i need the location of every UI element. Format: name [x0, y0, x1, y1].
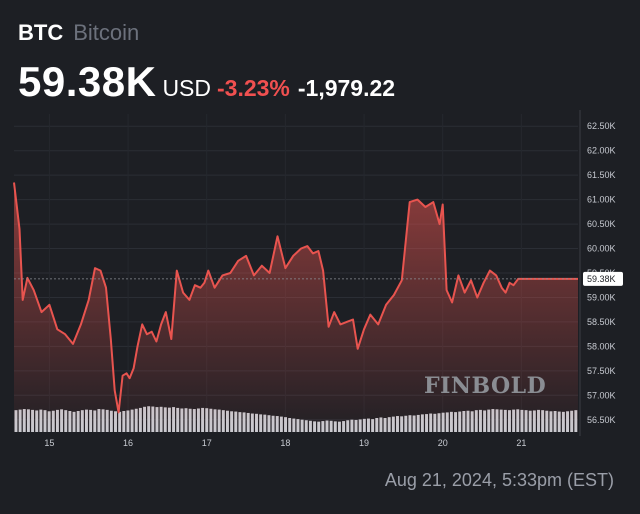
price-chart: 56.50K57.00K57.50K58.00K58.50K59.00K59.5… — [13, 110, 623, 448]
y-tick-label: 58.50K — [587, 317, 616, 327]
change-percent: -3.23% — [217, 75, 290, 101]
x-tick-label: 18 — [280, 438, 290, 448]
asset-title: BTC Bitcoin — [18, 20, 139, 46]
x-tick-label: 19 — [359, 438, 369, 448]
y-tick-label: 56.50K — [587, 415, 616, 425]
x-axis-ticks: 15 16 17 18 19 20 21 — [44, 438, 526, 448]
finbold-watermark: FINBOLD — [424, 373, 547, 399]
y-tick-label: 58.00K — [587, 341, 616, 351]
current-price: 59.38K — [18, 58, 157, 105]
current-price-tag-label: 59.38K — [587, 274, 616, 284]
y-tick-label: 61.00K — [587, 195, 616, 205]
ticker-symbol: BTC — [18, 20, 64, 45]
y-tick-label: 62.00K — [587, 146, 616, 156]
x-tick-label: 17 — [202, 438, 212, 448]
current-price-tag: 59.38K — [583, 271, 623, 286]
price-series-line — [13, 182, 578, 414]
y-tick-label: 62.50K — [587, 121, 616, 131]
y-tick-label: 57.50K — [587, 366, 616, 376]
asset-name: Bitcoin — [73, 20, 140, 45]
x-tick-label: 21 — [516, 438, 526, 448]
x-tick-label: 15 — [44, 438, 54, 448]
x-tick-label: 16 — [123, 438, 133, 448]
y-tick-label: 59.00K — [587, 292, 616, 302]
y-tick-label: 60.00K — [587, 244, 616, 254]
price-row: 59.38K USD -3.23% -1,979.22 — [18, 58, 395, 106]
y-tick-label: 60.50K — [587, 219, 616, 229]
currency-label: USD — [162, 75, 211, 101]
current-price-tag-bg — [583, 271, 623, 286]
x-tick-label: 20 — [438, 438, 448, 448]
timestamp: Aug 21, 2024, 5:33pm (EST) — [384, 470, 614, 490]
y-axis-ticks: 56.50K57.00K57.50K58.00K58.50K59.00K59.5… — [587, 121, 616, 425]
price-area-fill — [14, 182, 578, 432]
y-tick-label: 57.00K — [587, 390, 616, 400]
y-tick-label: 61.50K — [587, 170, 616, 180]
change-value: -1,979.22 — [297, 75, 396, 101]
